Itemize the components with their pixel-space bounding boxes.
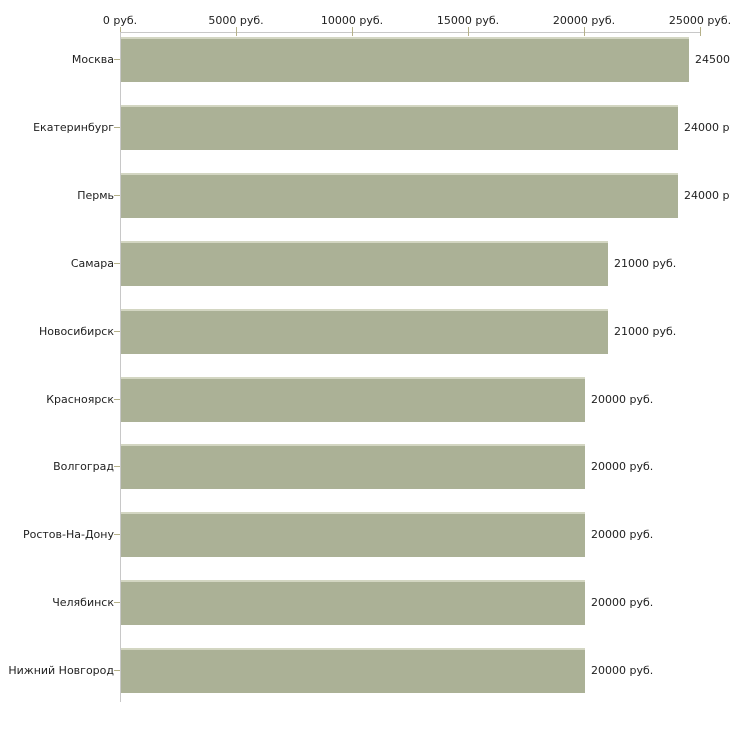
x-tick-mark [700,27,701,36]
bar [121,512,585,557]
x-tick-label: 10000 руб. [320,14,384,27]
value-label: 24500 руб. [695,53,730,66]
value-label: 20000 руб. [591,393,654,406]
x-tick-label: 15000 руб. [436,14,500,27]
bar [121,580,585,625]
bar [121,37,689,82]
y-tick-mark [114,127,120,128]
bar [121,444,585,489]
value-label: 20000 руб. [591,460,654,473]
x-tick-label: 25000 руб. [668,14,730,27]
y-tick-mark [114,59,120,60]
value-label: 20000 руб. [591,528,654,541]
value-label: 21000 руб. [614,257,677,270]
bar [121,105,678,150]
category-label: Волгоград [53,460,114,473]
x-tick-mark [236,27,237,36]
x-tick-label: 0 руб. [102,14,138,27]
x-tick-label: 5000 руб. [208,14,264,27]
bar [121,377,585,422]
x-tick-mark [468,27,469,36]
x-tick-mark [352,27,353,36]
value-label: 24000 руб. [684,189,730,202]
category-label: Нижний Новгород [8,664,114,677]
x-tick-mark [120,27,121,36]
category-label: Новосибирск [38,325,114,338]
category-label: Красноярск [46,393,114,406]
category-label: Челябинск [52,596,114,609]
value-label: 20000 руб. [591,596,654,609]
category-label: Ростов-На-Дону [22,528,114,541]
y-tick-mark [114,263,120,264]
bar [121,648,585,693]
x-tick-label: 20000 руб. [552,14,616,27]
category-label: Пермь [77,189,114,202]
value-label: 24000 руб. [684,121,730,134]
value-label: 20000 руб. [591,664,654,677]
y-tick-mark [114,670,120,671]
y-tick-mark [114,466,120,467]
bar [121,309,608,354]
y-tick-mark [114,534,120,535]
bar [121,173,678,218]
value-label: 21000 руб. [614,325,677,338]
category-label: Екатеринбург [33,121,114,134]
x-axis-line [120,32,700,33]
category-label: Москва [71,53,114,66]
x-tick-mark [584,27,585,36]
y-axis-line [120,32,121,702]
y-tick-mark [114,331,120,332]
y-tick-mark [114,195,120,196]
bar [121,241,608,286]
y-tick-mark [114,399,120,400]
category-label: Самара [70,257,114,270]
y-tick-mark [114,602,120,603]
